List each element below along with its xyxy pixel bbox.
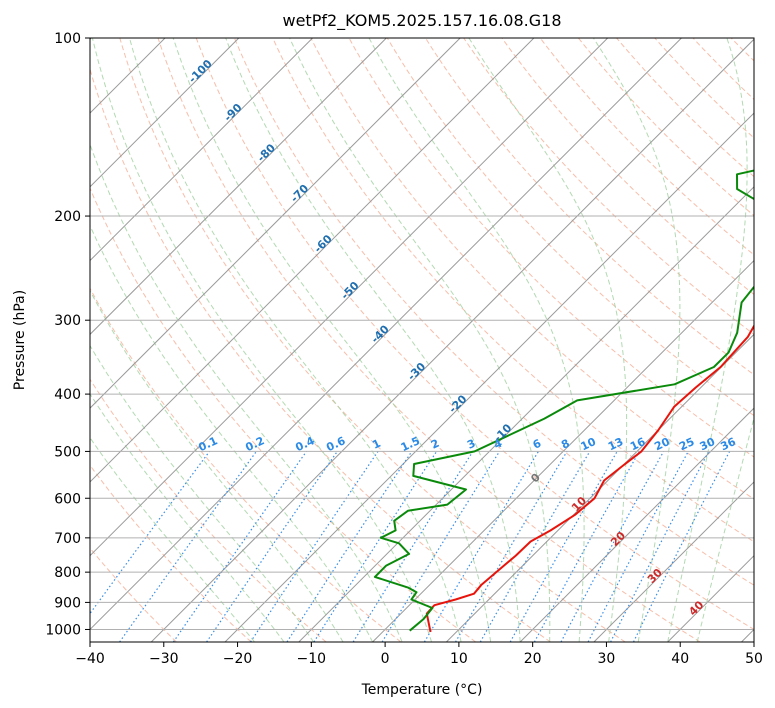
moist-adiabat [696, 416, 754, 642]
y-tick-label: 300 [54, 313, 81, 329]
isotherm-line [90, 38, 535, 483]
mixing-ratio-line [454, 451, 568, 642]
background-lines [90, 38, 754, 642]
moist-adiabat [90, 393, 285, 642]
dry-adiabat [119, 38, 626, 642]
y-tick-label: 800 [54, 565, 81, 581]
y-tick-label: 1000 [45, 622, 81, 638]
mixing-ratio-line [479, 451, 591, 642]
isotherm-line [446, 333, 754, 642]
mixing-ratio-line [533, 451, 640, 642]
moist-adiabat [90, 289, 344, 642]
dry-adiabat [463, 38, 754, 335]
isotherm-line [519, 407, 754, 642]
y-tick-label: 600 [54, 491, 81, 507]
mixing-ratio-line [206, 451, 338, 642]
x-tick-label: 40 [671, 651, 689, 667]
x-tick-label: −10 [297, 651, 327, 667]
isotherm-line [90, 38, 609, 557]
axes: −40 −30 −20 −10 0 10 20 30 40 50 100 200 300 400 500 60… [45, 31, 763, 667]
mixing-ratio-line [381, 451, 501, 642]
moist-adiabat [592, 38, 681, 642]
x-axis-label: Temperature (°C) [361, 682, 483, 698]
x-tick-label: 50 [745, 651, 763, 667]
y-tick-label: 400 [54, 387, 81, 403]
dry-adiabat [616, 38, 754, 178]
moist-adiabat [90, 344, 314, 642]
moist-adiabat [91, 38, 433, 642]
isotherm-line [90, 38, 240, 188]
x-tick-label: 10 [450, 651, 468, 667]
isotherm-line [90, 38, 387, 336]
dry-adiabat [157, 38, 701, 642]
mixing-ratio-line [352, 451, 474, 642]
moist-adiabat [667, 38, 748, 642]
mixing-ratio-line [313, 451, 438, 642]
isotherm-line [224, 112, 754, 642]
y-tick-label: 700 [54, 531, 81, 547]
y-axis-label: Pressure (hPa) [12, 290, 28, 390]
dry-adiabat [90, 67, 551, 642]
moist-adiabat [368, 38, 585, 642]
chart-title: wetPf2_KOM5.2025.157.16.08.G18 [282, 11, 561, 31]
dry-adiabat [90, 378, 327, 642]
mixing-ratio-line [560, 451, 665, 642]
mixing-ratio-line [509, 451, 618, 642]
isotherm-line [593, 481, 754, 642]
x-tick-label: 30 [598, 651, 616, 667]
mixing-ratio-label: 25 [677, 435, 696, 453]
mixing-ratio-label: 16 [628, 435, 648, 453]
isotherm-line [372, 259, 754, 642]
y-tick-label: 100 [54, 31, 81, 47]
isotherm-line [90, 38, 461, 409]
moist-adiabat [90, 224, 374, 642]
y-tick-label: 200 [54, 209, 81, 225]
y-tick-label: 900 [54, 595, 81, 611]
dry-adiabat [90, 287, 402, 642]
y-tick-label: 500 [54, 444, 81, 460]
dry-adiabat [386, 38, 754, 417]
moist-adiabat [468, 38, 628, 642]
mixing-ratio-label: 13 [606, 435, 625, 453]
moist-adiabat [90, 436, 255, 642]
moist-adiabat [225, 38, 521, 642]
x-tick-label: 20 [524, 651, 542, 667]
plot-frame [89, 37, 755, 643]
mixing-ratio-label: 30 [698, 435, 718, 453]
mixing-ratio-line [90, 451, 210, 615]
dewpoint-profile-line [373, 169, 754, 632]
data-series [373, 169, 754, 633]
mixing-ratio-label: 10 [579, 435, 599, 453]
x-tick-label: −30 [149, 651, 179, 667]
temperature-profile-line [425, 324, 754, 633]
x-tick-label: −40 [75, 651, 105, 667]
mixing-ratio-line [423, 451, 540, 642]
isotherm-line [90, 38, 682, 631]
dry-adiabat [539, 38, 754, 256]
mixing-ratio-label: 36 [718, 435, 738, 453]
dry-adiabat [195, 38, 754, 631]
dry-adiabat [425, 38, 754, 376]
isotherm-line [150, 38, 754, 642]
mixing-ratio-line [119, 451, 257, 642]
moist-adiabat [289, 38, 551, 642]
mixing-ratio-label: 20 [652, 435, 672, 453]
isotherm-line [298, 186, 754, 642]
dry-adiabat [310, 38, 754, 500]
x-tick-label: 0 [381, 651, 390, 667]
moist-adiabat [172, 38, 492, 642]
isotherm-line [90, 38, 313, 262]
x-tick-label: −20 [223, 651, 253, 667]
